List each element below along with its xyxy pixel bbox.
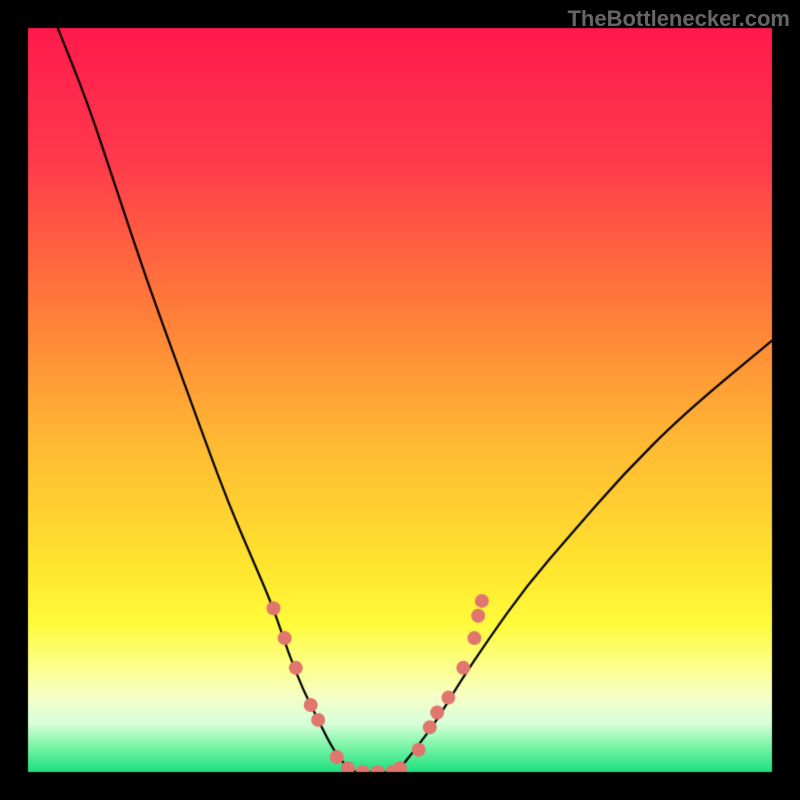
bottleneck-chart bbox=[0, 0, 800, 800]
chart-container: TheBottlenecker.com bbox=[0, 0, 800, 800]
watermark-text: TheBottlenecker.com bbox=[567, 6, 790, 32]
